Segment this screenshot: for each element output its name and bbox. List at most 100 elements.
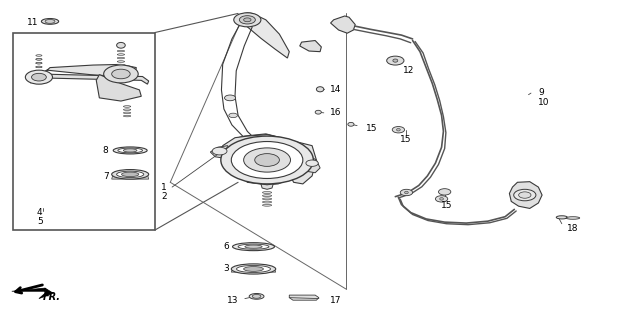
Ellipse shape <box>393 59 398 62</box>
Ellipse shape <box>36 66 42 68</box>
Ellipse shape <box>117 43 125 48</box>
Ellipse shape <box>124 106 131 107</box>
Text: 4: 4 <box>37 208 43 217</box>
Ellipse shape <box>440 197 444 200</box>
Polygon shape <box>96 75 142 101</box>
Circle shape <box>387 56 404 65</box>
Text: 1: 1 <box>161 183 167 192</box>
Text: 2: 2 <box>161 192 167 201</box>
Circle shape <box>231 141 303 179</box>
Text: 15: 15 <box>400 135 412 144</box>
Ellipse shape <box>118 148 143 153</box>
Ellipse shape <box>36 62 42 64</box>
Text: 16: 16 <box>330 108 342 117</box>
Circle shape <box>212 147 227 155</box>
Text: 14: 14 <box>330 85 341 94</box>
Circle shape <box>392 126 405 133</box>
Ellipse shape <box>245 245 262 248</box>
Bar <box>13 33 155 230</box>
Polygon shape <box>261 184 273 189</box>
Polygon shape <box>300 41 321 52</box>
Polygon shape <box>331 16 355 33</box>
Ellipse shape <box>124 115 131 117</box>
Ellipse shape <box>117 171 144 178</box>
Ellipse shape <box>315 110 321 114</box>
Polygon shape <box>222 134 316 185</box>
Ellipse shape <box>348 123 354 126</box>
Ellipse shape <box>232 243 274 251</box>
Text: 15: 15 <box>366 124 377 132</box>
Circle shape <box>104 65 138 83</box>
Ellipse shape <box>117 61 125 62</box>
Circle shape <box>239 16 255 24</box>
Circle shape <box>221 136 313 184</box>
Text: 8: 8 <box>103 146 109 155</box>
Circle shape <box>32 73 46 81</box>
Text: 5: 5 <box>37 217 43 226</box>
Ellipse shape <box>263 195 272 197</box>
Circle shape <box>112 69 130 79</box>
Circle shape <box>255 154 279 166</box>
Ellipse shape <box>124 109 131 110</box>
Ellipse shape <box>41 19 59 24</box>
Polygon shape <box>231 269 276 272</box>
Ellipse shape <box>243 267 263 271</box>
Polygon shape <box>12 288 53 299</box>
Ellipse shape <box>117 64 125 66</box>
Ellipse shape <box>112 170 149 179</box>
Ellipse shape <box>252 294 261 298</box>
Ellipse shape <box>316 87 324 92</box>
Ellipse shape <box>263 204 272 206</box>
Ellipse shape <box>566 217 580 219</box>
Ellipse shape <box>238 244 269 249</box>
Polygon shape <box>112 174 149 179</box>
Polygon shape <box>509 182 542 208</box>
Ellipse shape <box>124 112 131 114</box>
Circle shape <box>224 95 235 101</box>
Ellipse shape <box>117 50 125 52</box>
Polygon shape <box>300 154 320 173</box>
Polygon shape <box>38 64 137 76</box>
Text: 11: 11 <box>27 19 39 28</box>
Ellipse shape <box>263 198 272 200</box>
Ellipse shape <box>113 147 147 154</box>
Ellipse shape <box>36 59 42 60</box>
Ellipse shape <box>237 266 271 272</box>
Ellipse shape <box>397 128 400 131</box>
Text: 10: 10 <box>538 98 550 107</box>
Circle shape <box>243 18 251 22</box>
Polygon shape <box>30 74 149 84</box>
Circle shape <box>234 13 261 27</box>
Circle shape <box>229 113 237 118</box>
Ellipse shape <box>45 20 55 23</box>
Ellipse shape <box>36 66 42 68</box>
Ellipse shape <box>263 192 272 194</box>
Ellipse shape <box>249 293 264 299</box>
Circle shape <box>514 189 536 201</box>
Text: 17: 17 <box>330 296 342 305</box>
Polygon shape <box>242 13 289 58</box>
Ellipse shape <box>36 59 42 60</box>
Ellipse shape <box>36 62 42 64</box>
Text: 15: 15 <box>441 201 452 210</box>
Ellipse shape <box>231 264 276 274</box>
Circle shape <box>439 189 451 195</box>
Text: 9: 9 <box>538 88 544 97</box>
Circle shape <box>243 148 290 172</box>
Ellipse shape <box>556 216 567 219</box>
Text: 18: 18 <box>567 224 578 233</box>
Ellipse shape <box>117 57 125 59</box>
Circle shape <box>519 192 531 198</box>
Ellipse shape <box>263 201 272 203</box>
Circle shape <box>400 189 413 196</box>
Ellipse shape <box>405 191 408 194</box>
Text: 6: 6 <box>223 242 229 251</box>
Circle shape <box>436 196 447 202</box>
Polygon shape <box>234 134 297 150</box>
Ellipse shape <box>122 172 139 177</box>
Ellipse shape <box>36 55 42 56</box>
Ellipse shape <box>117 54 125 55</box>
Polygon shape <box>210 146 230 158</box>
Text: 12: 12 <box>403 66 414 75</box>
Text: FR.: FR. <box>43 292 61 302</box>
